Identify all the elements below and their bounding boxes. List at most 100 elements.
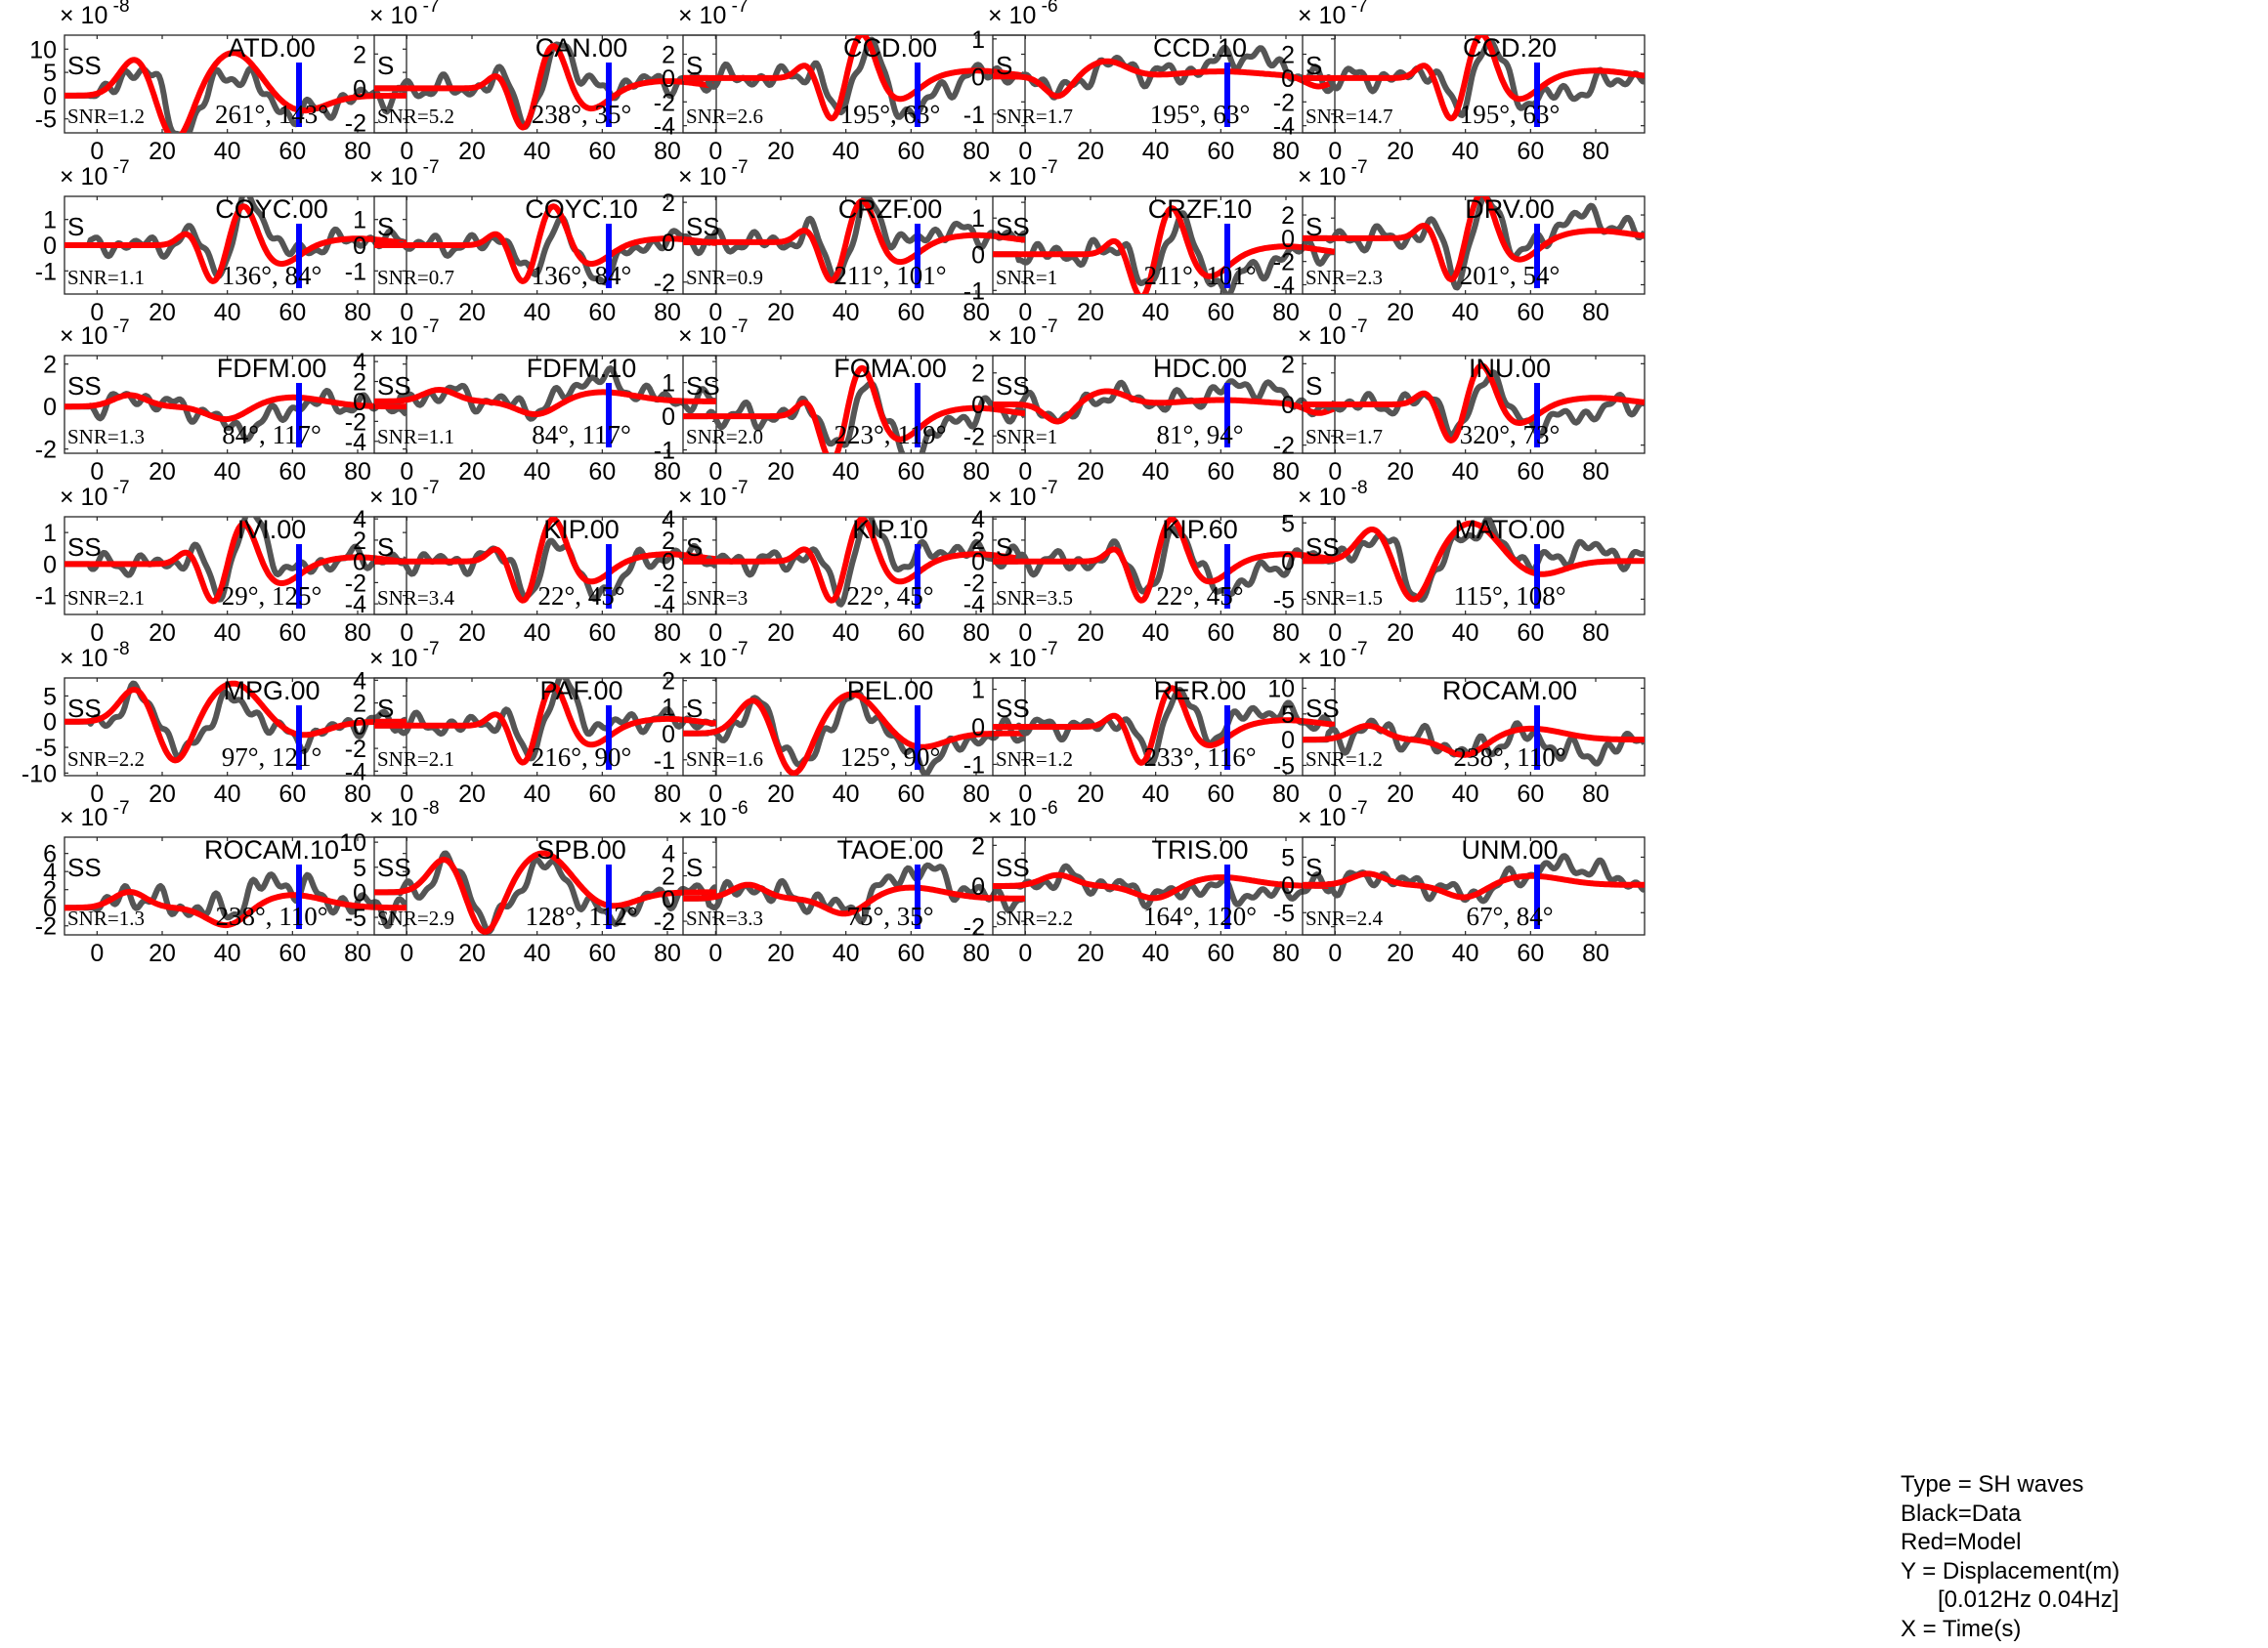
y-tick-label: 0 (662, 549, 675, 576)
x-tick-label: 40 (214, 619, 241, 647)
angles-label: 136°, 84° (532, 261, 632, 290)
angles-label: 115°, 108° (1453, 581, 1565, 611)
axes-frame (1302, 516, 1646, 615)
x-tick-label: 20 (1387, 940, 1414, 967)
x-tick-label: 80 (963, 458, 990, 486)
x-tick-label: 40 (833, 299, 860, 326)
data-waveform (374, 850, 716, 935)
y-tick-label: 0 (43, 394, 57, 421)
y-tick-label: 4 (353, 506, 366, 533)
x-tick-label: 20 (458, 940, 486, 967)
angles-label: 81°, 94° (1156, 420, 1243, 449)
x-tick-label: 0 (90, 299, 104, 326)
snr-label: SNR=1.1 (67, 266, 145, 289)
phase-label: S (377, 532, 394, 562)
x-tick-label: 60 (588, 619, 616, 647)
y-tick-label: -2 (654, 570, 675, 597)
snr-label: SNR=2.2 (67, 747, 145, 771)
x-tick-label: 80 (1582, 458, 1609, 486)
y-tick-label: -1 (35, 258, 57, 285)
data-waveform (1303, 196, 1645, 291)
y-tick-label: 2 (1281, 42, 1295, 69)
y-tick-label: 4 (971, 506, 985, 533)
x-tick-label: 0 (1328, 299, 1342, 326)
y-exponent-label: × 10 -7 (678, 157, 749, 190)
angles-label: 320°, 73° (1460, 420, 1561, 449)
x-tick-label: 60 (1207, 940, 1234, 967)
y-tick-label: -2 (35, 437, 57, 464)
snr-label: SNR=3.4 (377, 586, 454, 610)
x-tick-label: 40 (833, 458, 860, 486)
y-tick-label: -4 (1273, 113, 1295, 141)
phase-label: SS (67, 694, 102, 723)
x-tick-label: 0 (400, 940, 413, 967)
station-label: COYC.10 (525, 194, 638, 224)
model-waveform (993, 517, 1335, 604)
y-tick-label: 2 (353, 369, 366, 397)
x-tick-label: 0 (1018, 940, 1032, 967)
station-label: IVI.00 (237, 515, 307, 544)
y-tick-label: 6 (43, 841, 57, 868)
axes-frame (992, 516, 1336, 615)
angles-label: 67°, 84° (1466, 902, 1553, 931)
y-tick-label: -2 (963, 570, 985, 597)
x-tick-label: 0 (1018, 781, 1032, 808)
x-tick-label: 20 (1387, 299, 1414, 326)
phase-label: SS (1305, 532, 1340, 562)
legend-frequency-band: [0.012Hz 0.04Hz] (1938, 1586, 2119, 1613)
y-tick-label: -5 (35, 106, 57, 134)
station-label: KIP.10 (852, 515, 928, 544)
x-tick-label: 0 (400, 781, 413, 808)
station-label: CCD.10 (1153, 33, 1247, 63)
x-tick-label: 20 (1387, 458, 1414, 486)
angles-label: 195°, 63° (1460, 100, 1561, 129)
y-tick-label: -1 (345, 258, 366, 285)
y-tick-label: 1 (353, 207, 366, 234)
x-tick-label: 80 (654, 781, 681, 808)
x-tick-label: 80 (654, 458, 681, 486)
x-tick-label: 40 (1142, 458, 1170, 486)
snr-label: SNR=1.3 (67, 425, 145, 448)
x-tick-label: 0 (1018, 458, 1032, 486)
x-tick-label: 80 (1272, 940, 1300, 967)
x-tick-label: 20 (458, 299, 486, 326)
station-label: ATD.00 (228, 33, 316, 63)
legend-model-color: Red=Model (1901, 1529, 2022, 1555)
x-tick-label: 40 (1142, 299, 1170, 326)
x-tick-label: 60 (897, 940, 924, 967)
y-tick-label: 0 (1281, 727, 1295, 754)
snr-label: SNR=1.2 (67, 105, 145, 128)
angles-label: 22°, 45° (1156, 581, 1243, 611)
model-waveform (374, 43, 716, 131)
model-waveform (374, 387, 716, 417)
x-tick-label: 80 (1582, 781, 1609, 808)
x-tick-label: 80 (1582, 138, 1609, 165)
x-tick-label: 80 (963, 299, 990, 326)
snr-label: SNR=2.9 (377, 907, 454, 930)
x-tick-label: 20 (1077, 940, 1104, 967)
y-tick-label: -5 (35, 735, 57, 762)
station-label: KIP.60 (1162, 515, 1238, 544)
x-tick-label: 40 (214, 299, 241, 326)
station-label: TRIS.00 (1151, 835, 1248, 865)
x-tick-label: 40 (214, 781, 241, 808)
y-tick-label: 0 (43, 551, 57, 578)
axes-frame (373, 355, 717, 454)
station-label: FDFM.00 (217, 354, 327, 383)
x-tick-label: 20 (149, 458, 176, 486)
x-tick-label: 80 (344, 940, 371, 967)
snr-label: SNR=1.5 (1305, 586, 1383, 610)
data-waveform (64, 680, 407, 761)
x-tick-label: 20 (1077, 781, 1104, 808)
angles-label: 238°, 110° (1453, 742, 1565, 772)
y-tick-label: 2 (971, 360, 985, 388)
y-tick-label: 0 (662, 721, 675, 748)
y-exponent-label: × 10 -8 (1298, 478, 1368, 511)
x-tick-label: 80 (1272, 299, 1300, 326)
